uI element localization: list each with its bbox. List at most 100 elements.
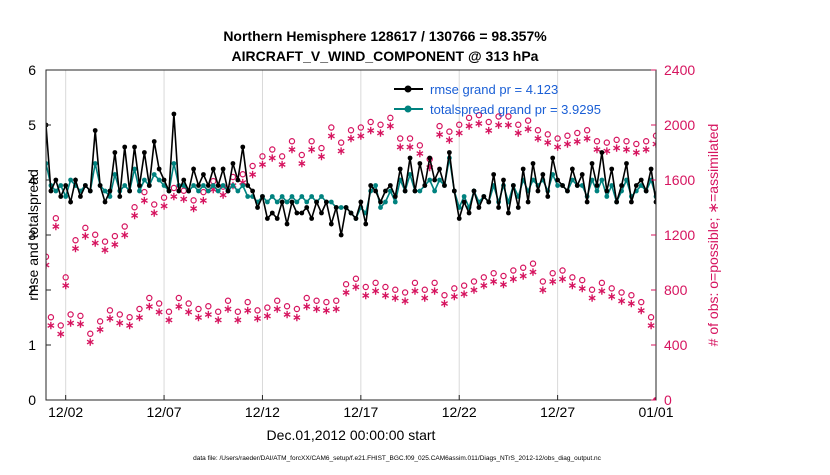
legend: rmse grand pr = 4.123 totalspread grand … [394,82,601,117]
rmse-point [535,188,541,194]
y-right-tick-label: 2000 [664,117,695,133]
rmse-point [230,161,236,166]
obs-assimilated-point: ∗ [435,129,444,141]
rmse-point [540,172,546,177]
rmse-point [171,111,177,117]
totalspread-point [698,178,703,183]
obs-assimilated-point: ∗ [159,200,168,212]
rmse-point [565,188,570,194]
obs-possible-point [47,314,55,321]
rmse-point [555,177,561,183]
obs-possible-point [121,223,128,230]
totalspread-point [752,156,757,161]
totalspread-point [132,166,137,172]
rmse-point [757,167,762,172]
rmse-point [432,177,438,183]
obs-possible-point [642,138,650,145]
rmse-point [269,210,275,216]
obs-assimilated-point: ∗ [56,328,65,340]
rmse-point [506,210,511,216]
totalspread-point [826,156,830,161]
y-right-tick-label: 1200 [664,227,695,243]
rmse-point [186,188,192,194]
obs-possible-point [362,283,369,291]
obs-assimilated-point: ∗ [671,147,680,159]
rmse-point [806,150,811,155]
y-left-tick-label: 0 [28,392,36,408]
rmse-point [324,199,329,205]
rmse-point [166,188,172,194]
rmse-point [648,166,654,172]
totalspread-point [230,183,236,188]
obs-possible-point [608,285,615,292]
obs-assimilated-point: ∗ [794,310,803,322]
obs-assimilated-point: ∗ [391,293,400,305]
obs-possible-point [274,297,281,304]
obs-possible-point [175,294,183,302]
obs-possible-point [722,147,727,152]
rmse-point [53,177,59,183]
totalspread-point [683,194,688,199]
rmse-point [373,188,378,194]
obs-assimilated-point: ∗ [769,166,778,178]
chart-title-line2: AIRCRAFT_V_WIND_COMPONENT @ 313 hPa [232,48,539,64]
obs-assimilated-point: ∗ [164,315,173,327]
obs-possible-point [333,297,340,304]
rmse-point [127,188,133,194]
obs-possible-point [485,118,492,126]
totalspread-point [102,188,108,194]
rmse-point [427,155,433,161]
totalspread-point [284,199,290,205]
obs-possible-point [495,113,502,120]
obs-possible-point [62,274,69,281]
rmse-point [402,188,408,194]
obs-assimilated-point: ∗ [676,319,685,331]
obs-possible-point [72,237,79,244]
totalspread-point [757,178,762,183]
totalspread-point [264,199,270,205]
obs-assimilated-point: ∗ [194,312,203,324]
obs-assimilated-point: ∗ [96,324,105,336]
obs-possible-point [126,314,133,321]
rmse-point [821,106,826,111]
plot-frame [45,69,657,401]
totalspread-point [299,194,305,199]
obs-assimilated-point: ∗ [130,210,139,222]
obs-possible-point [190,197,197,204]
obs-assimilated-point: ∗ [484,125,493,137]
rmse-point [496,205,501,210]
x-tick-label: 12/27 [540,404,575,420]
obs-assimilated-point: ∗ [282,309,291,321]
obs-assimilated-point: ∗ [61,280,70,292]
obs-assimilated-point: ∗ [332,304,341,316]
obs-assimilated-point: ∗ [474,118,483,130]
obs-assimilated-point: ∗ [86,337,95,349]
rmse-point [348,210,354,216]
rmse-point [530,161,536,166]
obs-assimilated-point: ∗ [233,315,242,327]
rmse-point [545,194,551,199]
rmse-point [284,221,290,227]
rmse-point [624,161,629,166]
obs-assimilated-point: ∗ [41,260,50,272]
rmse-point [132,144,137,150]
totalspread-point [727,161,732,166]
rmse-point [801,106,806,111]
obs-assimilated-point: ∗ [592,144,601,156]
obs-possible-point [490,270,497,277]
rmse-point [727,134,732,139]
totalspread-point [210,183,216,188]
rmse-point [501,177,506,183]
totalspread-point [732,172,737,177]
totalspread-point [762,161,767,166]
rmse-point [117,194,123,199]
rmse-point [786,145,791,150]
obs-possible-point [146,294,153,302]
obs-assimilated-point: ∗ [258,159,267,171]
obs-assimilated-point: ∗ [735,298,744,310]
rmse-point [358,199,364,205]
obs-assimilated-point: ∗ [583,133,592,145]
obs-possible-point [446,128,453,135]
totalspread-point [141,177,147,183]
obs-possible-point [308,138,315,145]
